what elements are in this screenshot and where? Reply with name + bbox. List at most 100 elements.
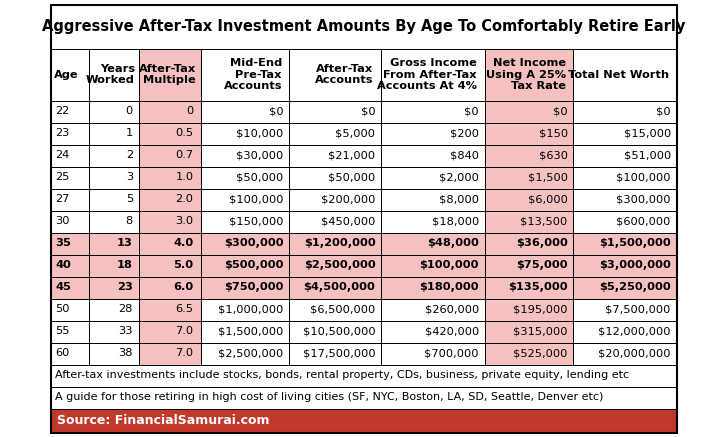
Text: $150: $150 bbox=[539, 128, 568, 139]
Text: $0: $0 bbox=[361, 107, 376, 117]
Bar bbox=[289, 166, 381, 188]
Bar bbox=[573, 277, 677, 298]
Bar bbox=[89, 320, 139, 343]
Text: 24: 24 bbox=[55, 150, 70, 160]
Bar bbox=[51, 232, 89, 254]
Bar bbox=[573, 101, 677, 122]
Text: Years
Worked: Years Worked bbox=[86, 64, 135, 85]
Text: 2.0: 2.0 bbox=[175, 194, 194, 205]
Bar bbox=[201, 277, 289, 298]
Bar bbox=[51, 49, 89, 101]
Text: $150,000: $150,000 bbox=[229, 216, 284, 226]
Text: 60: 60 bbox=[55, 348, 70, 358]
Text: $1,200,000: $1,200,000 bbox=[304, 239, 376, 249]
Text: $750,000: $750,000 bbox=[224, 282, 284, 292]
Text: $18,000: $18,000 bbox=[432, 216, 479, 226]
Bar bbox=[51, 386, 677, 409]
Text: $300,000: $300,000 bbox=[617, 194, 670, 205]
Text: $15,000: $15,000 bbox=[623, 128, 670, 139]
Text: $5,000: $5,000 bbox=[336, 128, 376, 139]
Bar bbox=[485, 232, 573, 254]
Bar bbox=[289, 232, 381, 254]
Text: $0: $0 bbox=[656, 107, 670, 117]
Bar bbox=[289, 343, 381, 364]
Text: $4,500,000: $4,500,000 bbox=[304, 282, 376, 292]
Bar bbox=[89, 188, 139, 211]
Text: $0: $0 bbox=[464, 107, 479, 117]
Bar bbox=[485, 188, 573, 211]
Text: 40: 40 bbox=[55, 260, 71, 271]
Bar bbox=[573, 254, 677, 277]
Text: 4.0: 4.0 bbox=[173, 239, 194, 249]
Text: $600,000: $600,000 bbox=[617, 216, 670, 226]
Text: $75,000: $75,000 bbox=[516, 260, 568, 271]
Bar bbox=[381, 145, 485, 166]
Bar bbox=[89, 254, 139, 277]
Bar bbox=[51, 166, 89, 188]
Text: $2,000: $2,000 bbox=[439, 173, 479, 183]
Text: 7.0: 7.0 bbox=[175, 326, 194, 336]
Bar bbox=[485, 145, 573, 166]
Text: $6,500,000: $6,500,000 bbox=[310, 305, 376, 315]
Text: $200: $200 bbox=[450, 128, 479, 139]
Bar bbox=[573, 49, 677, 101]
Bar bbox=[139, 277, 201, 298]
Text: Gross Income
From After-Tax
Accounts At 4%: Gross Income From After-Tax Accounts At … bbox=[376, 58, 477, 91]
Bar bbox=[89, 232, 139, 254]
Text: $1,000,000: $1,000,000 bbox=[218, 305, 284, 315]
Text: 35: 35 bbox=[55, 239, 71, 249]
Text: $2,500,000: $2,500,000 bbox=[304, 260, 376, 271]
Bar bbox=[289, 188, 381, 211]
Bar bbox=[51, 343, 89, 364]
Text: $525,000: $525,000 bbox=[513, 348, 568, 358]
Text: 0.5: 0.5 bbox=[175, 128, 194, 139]
Text: $195,000: $195,000 bbox=[513, 305, 568, 315]
Bar bbox=[201, 254, 289, 277]
Bar bbox=[201, 298, 289, 320]
Text: $51,000: $51,000 bbox=[623, 150, 670, 160]
Text: 5.0: 5.0 bbox=[173, 260, 194, 271]
Text: $840: $840 bbox=[450, 150, 479, 160]
Bar bbox=[289, 277, 381, 298]
Bar bbox=[139, 254, 201, 277]
Bar bbox=[139, 298, 201, 320]
Text: 13: 13 bbox=[117, 239, 133, 249]
Bar bbox=[89, 49, 139, 101]
Bar bbox=[51, 409, 677, 433]
Text: $630: $630 bbox=[539, 150, 568, 160]
Bar bbox=[89, 211, 139, 232]
Text: $180,000: $180,000 bbox=[419, 282, 479, 292]
Bar bbox=[89, 145, 139, 166]
Bar bbox=[289, 320, 381, 343]
Text: 22: 22 bbox=[55, 107, 70, 117]
Text: $1,500,000: $1,500,000 bbox=[599, 239, 670, 249]
Bar bbox=[89, 122, 139, 145]
Bar bbox=[381, 277, 485, 298]
Bar bbox=[289, 101, 381, 122]
Text: 3.0: 3.0 bbox=[175, 216, 194, 226]
Bar bbox=[51, 101, 89, 122]
Text: $21,000: $21,000 bbox=[328, 150, 376, 160]
Bar bbox=[139, 232, 201, 254]
Text: 23: 23 bbox=[55, 128, 70, 139]
Bar bbox=[139, 101, 201, 122]
Text: $36,000: $36,000 bbox=[516, 239, 568, 249]
Text: $500,000: $500,000 bbox=[224, 260, 284, 271]
Text: $100,000: $100,000 bbox=[229, 194, 284, 205]
Text: $315,000: $315,000 bbox=[513, 326, 568, 336]
Bar bbox=[89, 166, 139, 188]
Bar bbox=[573, 232, 677, 254]
Text: $260,000: $260,000 bbox=[424, 305, 479, 315]
Bar bbox=[381, 101, 485, 122]
Text: 50: 50 bbox=[55, 305, 70, 315]
Text: 18: 18 bbox=[117, 260, 133, 271]
Text: 28: 28 bbox=[119, 305, 133, 315]
Text: Total Net Worth: Total Net Worth bbox=[568, 69, 669, 80]
Bar bbox=[381, 232, 485, 254]
Bar bbox=[201, 188, 289, 211]
Bar bbox=[485, 343, 573, 364]
Bar bbox=[201, 49, 289, 101]
Text: $135,000: $135,000 bbox=[508, 282, 568, 292]
Text: 30: 30 bbox=[55, 216, 70, 226]
Bar bbox=[201, 320, 289, 343]
